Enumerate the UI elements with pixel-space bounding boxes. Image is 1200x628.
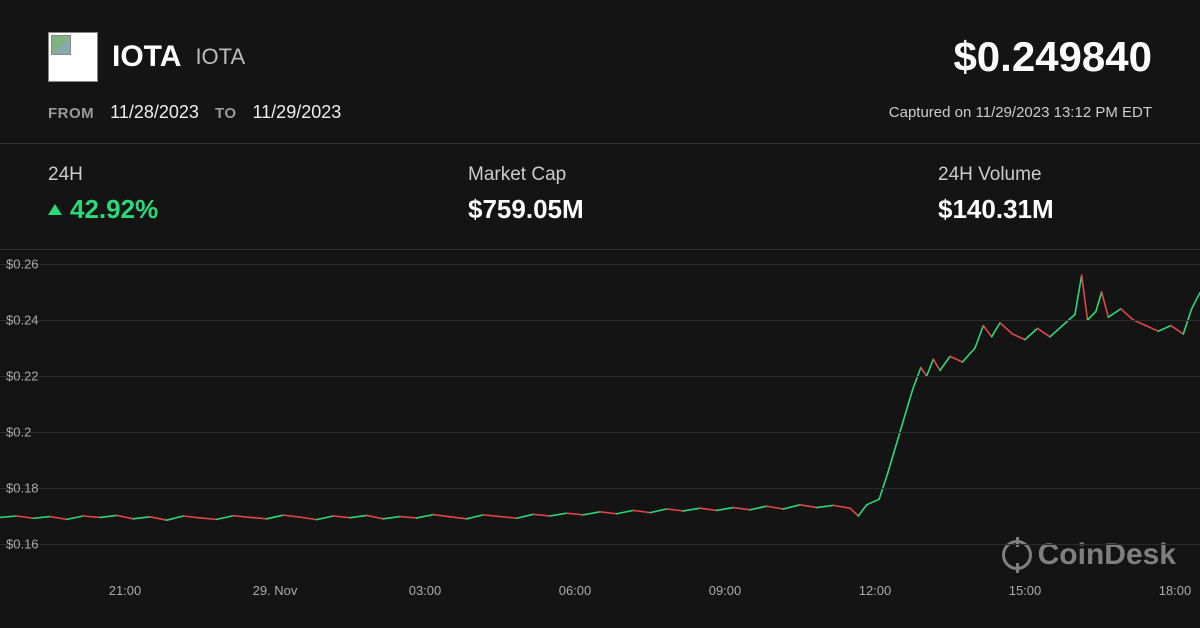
y-axis-label: $0.2 — [6, 425, 31, 440]
gridline — [0, 320, 1200, 321]
gridline — [0, 488, 1200, 489]
stat-label: Market Cap — [468, 164, 938, 186]
gridline — [0, 264, 1200, 265]
gridline — [0, 376, 1200, 377]
to-date: 11/29/2023 — [253, 102, 342, 123]
x-axis-label: 12:00 — [859, 583, 892, 598]
x-axis-label: 15:00 — [1009, 583, 1042, 598]
up-arrow-icon — [48, 204, 62, 215]
stat-value-vol: $140.31M — [938, 194, 1152, 225]
stat-label: 24H Volume — [938, 164, 1152, 186]
stats-row: 24H 42.92% Market Cap $759.05M 24H Volum… — [0, 144, 1200, 249]
coin-logo-placeholder — [48, 32, 98, 82]
y-axis-label: $0.22 — [6, 369, 39, 384]
captured-timestamp: Captured on 11/29/2023 13:12 PM EDT — [889, 104, 1152, 121]
y-axis-label: $0.18 — [6, 481, 39, 496]
gridline — [0, 432, 1200, 433]
coin-price: $0.249840 — [953, 33, 1152, 81]
x-axis-label: 03:00 — [409, 583, 442, 598]
from-date: 11/28/2023 — [110, 102, 199, 123]
coin-symbol: IOTA — [195, 44, 245, 70]
date-range-row: FROM 11/28/2023 TO 11/29/2023 Captured o… — [0, 102, 1200, 143]
stat-market-cap: Market Cap $759.05M — [468, 164, 938, 225]
change-percent: 42.92% — [70, 194, 158, 225]
y-axis-label: $0.16 — [6, 537, 39, 552]
header: IOTA IOTA $0.249840 — [0, 0, 1200, 102]
price-chart[interactable]: CoinDesk $0.16$0.18$0.2$0.22$0.24$0.2621… — [0, 250, 1200, 602]
stat-24h-change: 24H 42.92% — [48, 164, 468, 225]
y-axis-label: $0.24 — [6, 313, 39, 328]
to-label: TO — [215, 105, 237, 122]
from-label: FROM — [48, 105, 94, 122]
x-axis-label: 06:00 — [559, 583, 592, 598]
x-axis-label: 09:00 — [709, 583, 742, 598]
stat-value-change: 42.92% — [48, 194, 468, 225]
x-axis-label: 29. Nov — [253, 583, 298, 598]
stat-value-mcap: $759.05M — [468, 194, 938, 225]
x-axis-label: 21:00 — [109, 583, 142, 598]
gridline — [0, 544, 1200, 545]
coin-name: IOTA — [112, 40, 181, 74]
stat-label: 24H — [48, 164, 468, 186]
stat-24h-volume: 24H Volume $140.31M — [938, 164, 1152, 225]
x-axis-label: 18:00 — [1159, 583, 1192, 598]
y-axis-label: $0.26 — [6, 257, 39, 272]
coin-info: IOTA IOTA — [48, 32, 245, 82]
